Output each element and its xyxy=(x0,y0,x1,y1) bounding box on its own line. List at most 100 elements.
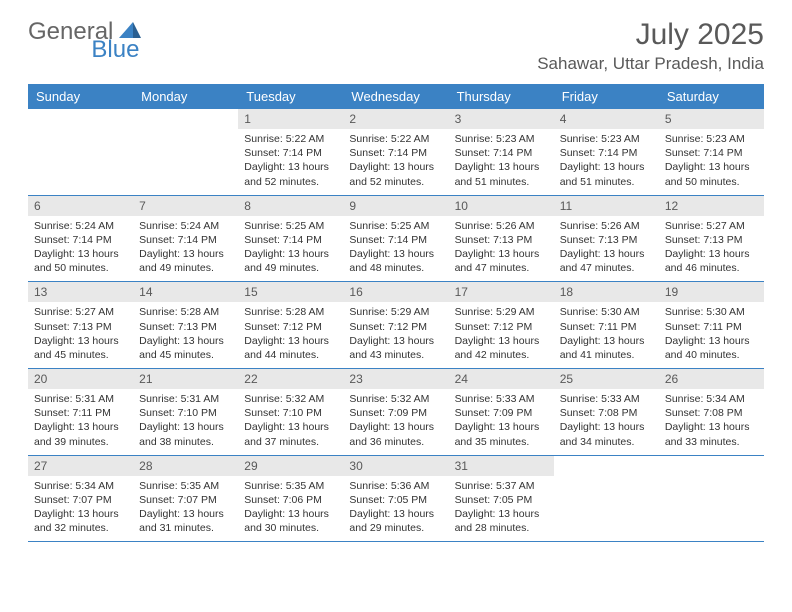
day-cell: 2Sunrise: 5:22 AMSunset: 7:14 PMDaylight… xyxy=(343,109,448,195)
empty-day-cell xyxy=(28,109,133,195)
daylight-line: Daylight: 13 hours and 36 minutes. xyxy=(349,420,442,448)
weekday-header: Sunday xyxy=(28,84,133,109)
day-number: 7 xyxy=(133,196,238,216)
day-body: Sunrise: 5:37 AMSunset: 7:05 PMDaylight:… xyxy=(449,476,554,542)
day-cell: 1Sunrise: 5:22 AMSunset: 7:14 PMDaylight… xyxy=(238,109,343,195)
day-number: 22 xyxy=(238,369,343,389)
day-body: Sunrise: 5:26 AMSunset: 7:13 PMDaylight:… xyxy=(449,216,554,282)
day-body: Sunrise: 5:23 AMSunset: 7:14 PMDaylight:… xyxy=(659,129,764,195)
sunrise-line: Sunrise: 5:25 AM xyxy=(349,219,442,233)
day-cell: 31Sunrise: 5:37 AMSunset: 7:05 PMDayligh… xyxy=(449,456,554,542)
sunrise-line: Sunrise: 5:32 AM xyxy=(349,392,442,406)
sunrise-line: Sunrise: 5:34 AM xyxy=(34,479,127,493)
day-cell: 15Sunrise: 5:28 AMSunset: 7:12 PMDayligh… xyxy=(238,282,343,368)
day-number: 12 xyxy=(659,196,764,216)
sunset-line: Sunset: 7:13 PM xyxy=(665,233,758,247)
daylight-line: Daylight: 13 hours and 28 minutes. xyxy=(455,507,548,535)
day-cell: 16Sunrise: 5:29 AMSunset: 7:12 PMDayligh… xyxy=(343,282,448,368)
daylight-line: Daylight: 13 hours and 34 minutes. xyxy=(560,420,653,448)
weeks-container: 1Sunrise: 5:22 AMSunset: 7:14 PMDaylight… xyxy=(28,109,764,542)
day-cell: 3Sunrise: 5:23 AMSunset: 7:14 PMDaylight… xyxy=(449,109,554,195)
sunrise-line: Sunrise: 5:26 AM xyxy=(560,219,653,233)
day-cell: 28Sunrise: 5:35 AMSunset: 7:07 PMDayligh… xyxy=(133,456,238,542)
location: Sahawar, Uttar Pradesh, India xyxy=(537,54,764,74)
daylight-line: Daylight: 13 hours and 38 minutes. xyxy=(139,420,232,448)
day-number: 2 xyxy=(343,109,448,129)
week-row: 27Sunrise: 5:34 AMSunset: 7:07 PMDayligh… xyxy=(28,456,764,543)
sunrise-line: Sunrise: 5:27 AM xyxy=(34,305,127,319)
logo: General Blue xyxy=(28,18,193,46)
day-number: 23 xyxy=(343,369,448,389)
empty-day-cell xyxy=(554,456,659,542)
day-body: Sunrise: 5:30 AMSunset: 7:11 PMDaylight:… xyxy=(554,302,659,368)
day-cell: 25Sunrise: 5:33 AMSunset: 7:08 PMDayligh… xyxy=(554,369,659,455)
daylight-line: Daylight: 13 hours and 42 minutes. xyxy=(455,334,548,362)
sunset-line: Sunset: 7:14 PM xyxy=(349,146,442,160)
day-cell: 10Sunrise: 5:26 AMSunset: 7:13 PMDayligh… xyxy=(449,196,554,282)
month-title: July 2025 xyxy=(537,18,764,52)
daylight-line: Daylight: 13 hours and 37 minutes. xyxy=(244,420,337,448)
sunset-line: Sunset: 7:14 PM xyxy=(665,146,758,160)
day-body: Sunrise: 5:24 AMSunset: 7:14 PMDaylight:… xyxy=(133,216,238,282)
day-body: Sunrise: 5:31 AMSunset: 7:10 PMDaylight:… xyxy=(133,389,238,455)
daylight-line: Daylight: 13 hours and 40 minutes. xyxy=(665,334,758,362)
daylight-line: Daylight: 13 hours and 50 minutes. xyxy=(34,247,127,275)
day-body: Sunrise: 5:29 AMSunset: 7:12 PMDaylight:… xyxy=(449,302,554,368)
sunrise-line: Sunrise: 5:32 AM xyxy=(244,392,337,406)
sunset-line: Sunset: 7:14 PM xyxy=(139,233,232,247)
day-body: Sunrise: 5:32 AMSunset: 7:10 PMDaylight:… xyxy=(238,389,343,455)
day-body: Sunrise: 5:24 AMSunset: 7:14 PMDaylight:… xyxy=(28,216,133,282)
day-number: 6 xyxy=(28,196,133,216)
week-row: 13Sunrise: 5:27 AMSunset: 7:13 PMDayligh… xyxy=(28,282,764,369)
daylight-line: Daylight: 13 hours and 29 minutes. xyxy=(349,507,442,535)
daylight-line: Daylight: 13 hours and 43 minutes. xyxy=(349,334,442,362)
sunrise-line: Sunrise: 5:25 AM xyxy=(244,219,337,233)
day-body: Sunrise: 5:34 AMSunset: 7:07 PMDaylight:… xyxy=(28,476,133,542)
day-body: Sunrise: 5:22 AMSunset: 7:14 PMDaylight:… xyxy=(238,129,343,195)
sunrise-line: Sunrise: 5:36 AM xyxy=(349,479,442,493)
sunset-line: Sunset: 7:14 PM xyxy=(244,233,337,247)
daylight-line: Daylight: 13 hours and 52 minutes. xyxy=(244,160,337,188)
day-number: 11 xyxy=(554,196,659,216)
day-number: 3 xyxy=(449,109,554,129)
sunrise-line: Sunrise: 5:23 AM xyxy=(455,132,548,146)
day-cell: 27Sunrise: 5:34 AMSunset: 7:07 PMDayligh… xyxy=(28,456,133,542)
daylight-line: Daylight: 13 hours and 35 minutes. xyxy=(455,420,548,448)
weekday-header: Saturday xyxy=(659,84,764,109)
sunset-line: Sunset: 7:13 PM xyxy=(455,233,548,247)
day-cell: 9Sunrise: 5:25 AMSunset: 7:14 PMDaylight… xyxy=(343,196,448,282)
day-body: Sunrise: 5:27 AMSunset: 7:13 PMDaylight:… xyxy=(659,216,764,282)
day-body: Sunrise: 5:31 AMSunset: 7:11 PMDaylight:… xyxy=(28,389,133,455)
day-body: Sunrise: 5:32 AMSunset: 7:09 PMDaylight:… xyxy=(343,389,448,455)
day-body: Sunrise: 5:36 AMSunset: 7:05 PMDaylight:… xyxy=(343,476,448,542)
day-cell: 8Sunrise: 5:25 AMSunset: 7:14 PMDaylight… xyxy=(238,196,343,282)
day-cell: 18Sunrise: 5:30 AMSunset: 7:11 PMDayligh… xyxy=(554,282,659,368)
daylight-line: Daylight: 13 hours and 39 minutes. xyxy=(34,420,127,448)
day-cell: 29Sunrise: 5:35 AMSunset: 7:06 PMDayligh… xyxy=(238,456,343,542)
weekday-header: Thursday xyxy=(449,84,554,109)
sunrise-line: Sunrise: 5:35 AM xyxy=(139,479,232,493)
header: General Blue July 2025 Sahawar, Uttar Pr… xyxy=(0,0,792,80)
day-cell: 14Sunrise: 5:28 AMSunset: 7:13 PMDayligh… xyxy=(133,282,238,368)
day-number: 10 xyxy=(449,196,554,216)
week-row: 6Sunrise: 5:24 AMSunset: 7:14 PMDaylight… xyxy=(28,196,764,283)
daylight-line: Daylight: 13 hours and 45 minutes. xyxy=(139,334,232,362)
weekday-header: Monday xyxy=(133,84,238,109)
sunset-line: Sunset: 7:14 PM xyxy=(560,146,653,160)
day-cell: 12Sunrise: 5:27 AMSunset: 7:13 PMDayligh… xyxy=(659,196,764,282)
sunset-line: Sunset: 7:13 PM xyxy=(560,233,653,247)
day-body: Sunrise: 5:25 AMSunset: 7:14 PMDaylight:… xyxy=(343,216,448,282)
day-cell: 24Sunrise: 5:33 AMSunset: 7:09 PMDayligh… xyxy=(449,369,554,455)
sunrise-line: Sunrise: 5:30 AM xyxy=(560,305,653,319)
sunset-line: Sunset: 7:13 PM xyxy=(139,320,232,334)
sunrise-line: Sunrise: 5:33 AM xyxy=(560,392,653,406)
daylight-line: Daylight: 13 hours and 52 minutes. xyxy=(349,160,442,188)
day-cell: 4Sunrise: 5:23 AMSunset: 7:14 PMDaylight… xyxy=(554,109,659,195)
week-row: 20Sunrise: 5:31 AMSunset: 7:11 PMDayligh… xyxy=(28,369,764,456)
day-number: 30 xyxy=(343,456,448,476)
day-number: 1 xyxy=(238,109,343,129)
sunset-line: Sunset: 7:14 PM xyxy=(349,233,442,247)
sunrise-line: Sunrise: 5:30 AM xyxy=(665,305,758,319)
day-cell: 6Sunrise: 5:24 AMSunset: 7:14 PMDaylight… xyxy=(28,196,133,282)
day-cell: 19Sunrise: 5:30 AMSunset: 7:11 PMDayligh… xyxy=(659,282,764,368)
